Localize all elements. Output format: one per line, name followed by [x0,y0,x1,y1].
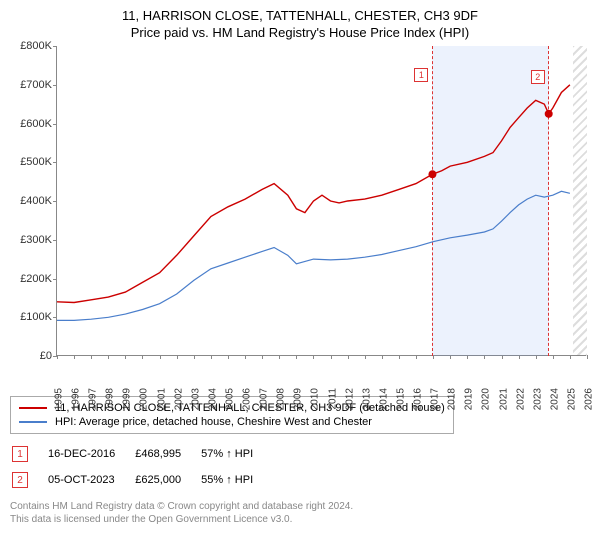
x-axis-label: 1999 [122,388,133,410]
y-axis-label: £300K [20,234,52,246]
y-axis-label: £600K [20,118,52,130]
chart-title: 11, HARRISON CLOSE, TATTENHALL, CHESTER,… [10,8,590,23]
x-axis-label: 2025 [566,388,577,410]
x-axis-label: 1998 [105,388,116,410]
x-axis-label: 2018 [447,388,458,410]
table-row: 116-DEC-2016£468,99557% ↑ HPI [12,442,271,466]
x-axis-label: 2015 [395,388,406,410]
x-axis-label: 2010 [310,388,321,410]
transactions-table: 116-DEC-2016£468,99557% ↑ HPI205-OCT-202… [10,440,273,494]
x-axis-label: 2004 [207,388,218,410]
x-axis-label: 1996 [71,388,82,410]
x-axis-label: 2006 [242,388,253,410]
marker-dot-1 [428,170,436,178]
x-axis-label: 2007 [259,388,270,410]
x-axis-label: 2013 [361,388,372,410]
x-axis-label: 2000 [139,388,150,410]
y-axis-label: £100K [20,311,52,323]
x-axis-label: 2026 [584,388,595,410]
x-axis-label: 2016 [413,388,424,410]
x-axis-label: 2011 [327,388,338,410]
x-axis-label: 1997 [88,388,99,410]
legend-item: HPI: Average price, detached house, Ches… [19,415,445,429]
x-axis-label: 2022 [515,388,526,410]
x-axis-label: 2019 [464,388,475,410]
y-axis-label: £500K [20,156,52,168]
x-axis-label: 2024 [549,388,560,410]
chart-subtitle: Price paid vs. HM Land Registry's House … [10,25,590,40]
x-axis-label: 2009 [293,388,304,410]
y-axis-label: £400K [20,195,52,207]
x-axis-label: 2020 [481,388,492,410]
x-axis-label: 2017 [430,388,441,410]
footer-attribution: Contains HM Land Registry data © Crown c… [10,500,590,526]
x-axis-label: 2003 [190,388,201,410]
x-axis-label: 1995 [54,388,65,410]
x-axis-label: 2023 [532,388,543,410]
series-hpi [57,191,570,320]
y-axis-label: £800K [20,40,52,52]
marker-label-2: 2 [531,70,545,84]
x-axis-label: 2014 [378,388,389,410]
chart-area: £0£100K£200K£300K£400K£500K£600K£700K£80… [10,46,586,392]
x-axis-label: 2012 [344,388,355,410]
table-row: 205-OCT-2023£625,00055% ↑ HPI [12,468,271,492]
y-axis-label: £700K [20,79,52,91]
x-axis-label: 2008 [276,388,287,410]
x-axis-label: 2005 [224,388,235,410]
x-axis-label: 2002 [173,388,184,410]
marker-label-1: 1 [414,68,428,82]
y-axis-label: £200K [20,273,52,285]
x-axis-label: 2021 [498,388,509,410]
x-axis-label: 2001 [156,388,167,410]
marker-dot-2 [545,110,553,118]
y-axis-label: £0 [40,350,52,362]
series-property [57,85,570,303]
